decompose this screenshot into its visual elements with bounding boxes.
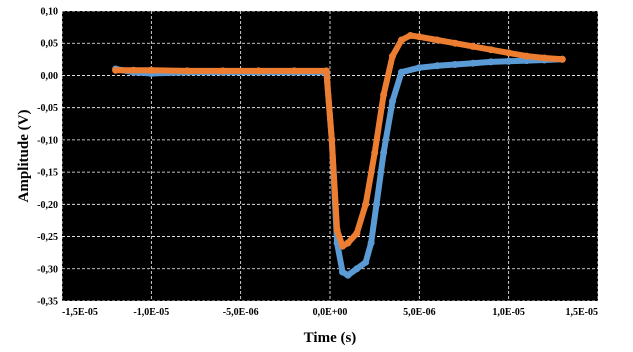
y-tick-label: -0,10 <box>37 135 58 146</box>
series-1-point <box>344 271 352 279</box>
series-2-point <box>130 66 137 74</box>
x-tick-label: 0,0E+00 <box>313 307 348 318</box>
series-2-point <box>147 66 155 74</box>
series-2-point <box>290 67 298 75</box>
x-tick-labels: -1,5E-05 -1,0E-05 -5,0E-06 0,0E+00 5,0E-06 1,… <box>62 307 598 318</box>
series-2-point <box>362 200 370 208</box>
series-2-point <box>451 39 459 47</box>
series-2-point <box>380 91 388 99</box>
data-series <box>112 32 566 279</box>
x-tick-label: 1,0E-05 <box>492 307 525 318</box>
series-2-point <box>339 242 346 250</box>
y-tick-label: -0,20 <box>37 200 58 211</box>
series-2-point <box>505 49 513 57</box>
series-1-point <box>505 57 513 65</box>
series-2-point <box>333 226 341 234</box>
series-2-point <box>371 149 379 157</box>
series-1-point <box>339 268 346 276</box>
series-2-point <box>540 54 548 62</box>
y-tick-labels: 0,10 0,05 0,00 -0,05 -0,10 -0,15 -0,20 -0,25 -0,… <box>37 7 58 308</box>
x-tick-label: 5,0E-06 <box>403 307 436 318</box>
series-2-point <box>353 229 361 237</box>
y-tick-label: -0,05 <box>37 103 58 114</box>
series-2-point <box>558 55 566 63</box>
series-2-point <box>433 36 441 44</box>
series-2-point <box>398 36 405 44</box>
series-1-point <box>487 58 495 66</box>
x-tick-label: -1,0E-05 <box>133 307 169 318</box>
series-1-point <box>469 59 477 67</box>
series-2-point <box>523 52 530 60</box>
y-tick-label: -0,35 <box>37 297 58 308</box>
y-tick-label: 0,10 <box>41 7 59 18</box>
series-2-point <box>469 42 477 50</box>
x-tick-label: -5,0E-06 <box>223 307 259 318</box>
y-tick-label: -0,15 <box>37 168 58 179</box>
series-2-point <box>344 239 352 247</box>
series-1-point <box>389 97 396 105</box>
x-tick-label: -1,5E-05 <box>62 307 98 318</box>
y-tick-label: -0,25 <box>37 232 58 243</box>
series-1-point <box>353 265 361 273</box>
y-tick-label: -0,30 <box>37 264 58 275</box>
series-2-line <box>112 32 566 250</box>
y-axis-title: Amplitude (V) <box>16 110 32 203</box>
y-tick-label: 0,05 <box>41 39 59 50</box>
series-1-point <box>373 200 380 208</box>
series-2-point <box>219 67 227 75</box>
series-1-point <box>415 64 423 72</box>
series-2-point <box>322 67 330 75</box>
series-2-point <box>328 136 336 144</box>
series-2-point <box>415 33 423 41</box>
series-1-point <box>398 68 405 76</box>
series-1-point <box>380 149 388 157</box>
series-2-point <box>112 66 120 74</box>
series-2-point <box>183 67 191 75</box>
series-2-point <box>389 52 396 60</box>
series-2-point <box>255 67 262 75</box>
y-tick-label: 0,00 <box>41 71 59 82</box>
series-1-point <box>367 239 375 247</box>
x-axis-title: Time (s) <box>304 330 357 346</box>
series-2-point <box>487 46 495 54</box>
series-1-point <box>451 61 459 68</box>
series-2-point <box>406 32 414 39</box>
series-1-point <box>362 258 370 266</box>
x-tick-label: 1,5E-05 <box>566 307 599 318</box>
series-1-point <box>433 62 441 70</box>
